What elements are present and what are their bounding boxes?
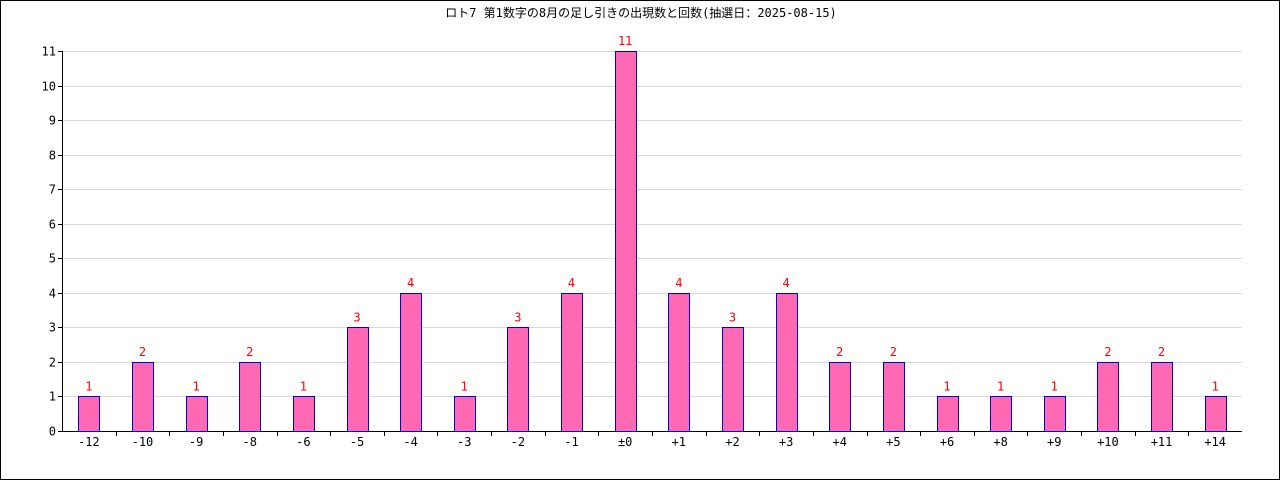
- bar: [561, 293, 583, 432]
- data-label: 2: [890, 345, 897, 359]
- y-tick-label: 5: [49, 252, 56, 266]
- data-label: 2: [139, 345, 146, 359]
- data-label: 2: [1104, 345, 1111, 359]
- bar: [990, 396, 1012, 432]
- data-label: 3: [729, 310, 736, 324]
- bar: [1097, 362, 1119, 432]
- data-label: 4: [407, 276, 414, 290]
- y-tick-label: 3: [49, 321, 56, 335]
- bar: [615, 51, 637, 432]
- chart-title: ロト7 第1数字の8月の足し引きの出現数と回数(抽選日：2025-08-15): [445, 5, 837, 20]
- x-tick-label: +3: [779, 435, 793, 449]
- y-tick-label: 7: [49, 183, 56, 197]
- grid-lines: [62, 51, 1242, 397]
- data-label: 4: [782, 276, 789, 290]
- data-label: 1: [1051, 379, 1058, 393]
- x-tick-label: ±0: [618, 435, 632, 449]
- x-tick-label: +14: [1204, 435, 1226, 449]
- x-tick-label: -2: [511, 435, 525, 449]
- x-tick-label: -8: [243, 435, 257, 449]
- x-tick-label: +1: [672, 435, 686, 449]
- bar: [1205, 396, 1227, 432]
- x-tick-label: +8: [993, 435, 1007, 449]
- data-label: 4: [675, 276, 682, 290]
- x-tick-label: -5: [350, 435, 364, 449]
- x-tick-label: -10: [132, 435, 154, 449]
- data-label: 3: [514, 310, 521, 324]
- y-tick-label: 11: [42, 45, 56, 59]
- data-label: 1: [300, 379, 307, 393]
- x-tick-label: +9: [1047, 435, 1061, 449]
- data-label: 1: [461, 379, 468, 393]
- y-tick-label: 10: [42, 80, 56, 94]
- x-tick-label: +5: [886, 435, 900, 449]
- bar: [507, 327, 529, 432]
- bar: [347, 327, 369, 432]
- data-label: 2: [836, 345, 843, 359]
- x-tick-label: -6: [296, 435, 310, 449]
- data-label: 3: [353, 310, 360, 324]
- data-label: 2: [246, 345, 253, 359]
- data-label: 1: [1212, 379, 1219, 393]
- bar: [1044, 396, 1066, 432]
- bar: [937, 396, 959, 432]
- data-label: 1: [85, 379, 92, 393]
- y-tick-label: 9: [49, 114, 56, 128]
- bar: [132, 362, 154, 432]
- bar: [1151, 362, 1173, 432]
- bar: [776, 293, 798, 432]
- y-tick-label: 8: [49, 149, 56, 163]
- y-tick-labels: 0 1 2 3 4 5 6 7 8 9 10 11: [42, 45, 56, 439]
- bar: [400, 293, 422, 432]
- data-label: 1: [192, 379, 199, 393]
- bars: [78, 51, 1227, 432]
- x-tick-label: +11: [1151, 435, 1173, 449]
- x-tick-label: -12: [78, 435, 100, 449]
- bar: [722, 327, 744, 432]
- bar: [454, 396, 476, 432]
- y-tick-label: 6: [49, 218, 56, 232]
- bar: [186, 396, 208, 432]
- x-tick-label: -4: [403, 435, 417, 449]
- axes: [58, 51, 1242, 436]
- y-tick-label: 0: [49, 425, 56, 439]
- data-label: 2: [1158, 345, 1165, 359]
- x-tick-label: +6: [940, 435, 954, 449]
- bar: [668, 293, 690, 432]
- bar: [78, 396, 100, 432]
- x-tick-label: +10: [1097, 435, 1119, 449]
- bar: [829, 362, 851, 432]
- x-tick-label: +4: [833, 435, 847, 449]
- bar: [239, 362, 261, 432]
- data-label: 11: [618, 34, 632, 48]
- x-tick-label: -1: [564, 435, 578, 449]
- data-label: 1: [997, 379, 1004, 393]
- bar: [883, 362, 905, 432]
- data-label: 4: [568, 276, 575, 290]
- x-tick-label: +2: [725, 435, 739, 449]
- x-tick-label: -9: [189, 435, 203, 449]
- x-tick-label: -3: [457, 435, 471, 449]
- bar: [293, 396, 315, 432]
- x-tick-labels: -12 -10 -9 -8 -6 -5 -4 -3 -2 -1 ±0 +1 +2 +3 +4 +5 +6 +8 +9…: [78, 435, 1226, 449]
- y-tick-label: 1: [49, 390, 56, 404]
- y-tick-label: 2: [49, 356, 56, 370]
- data-label: 1: [943, 379, 950, 393]
- y-tick-label: 4: [49, 287, 56, 301]
